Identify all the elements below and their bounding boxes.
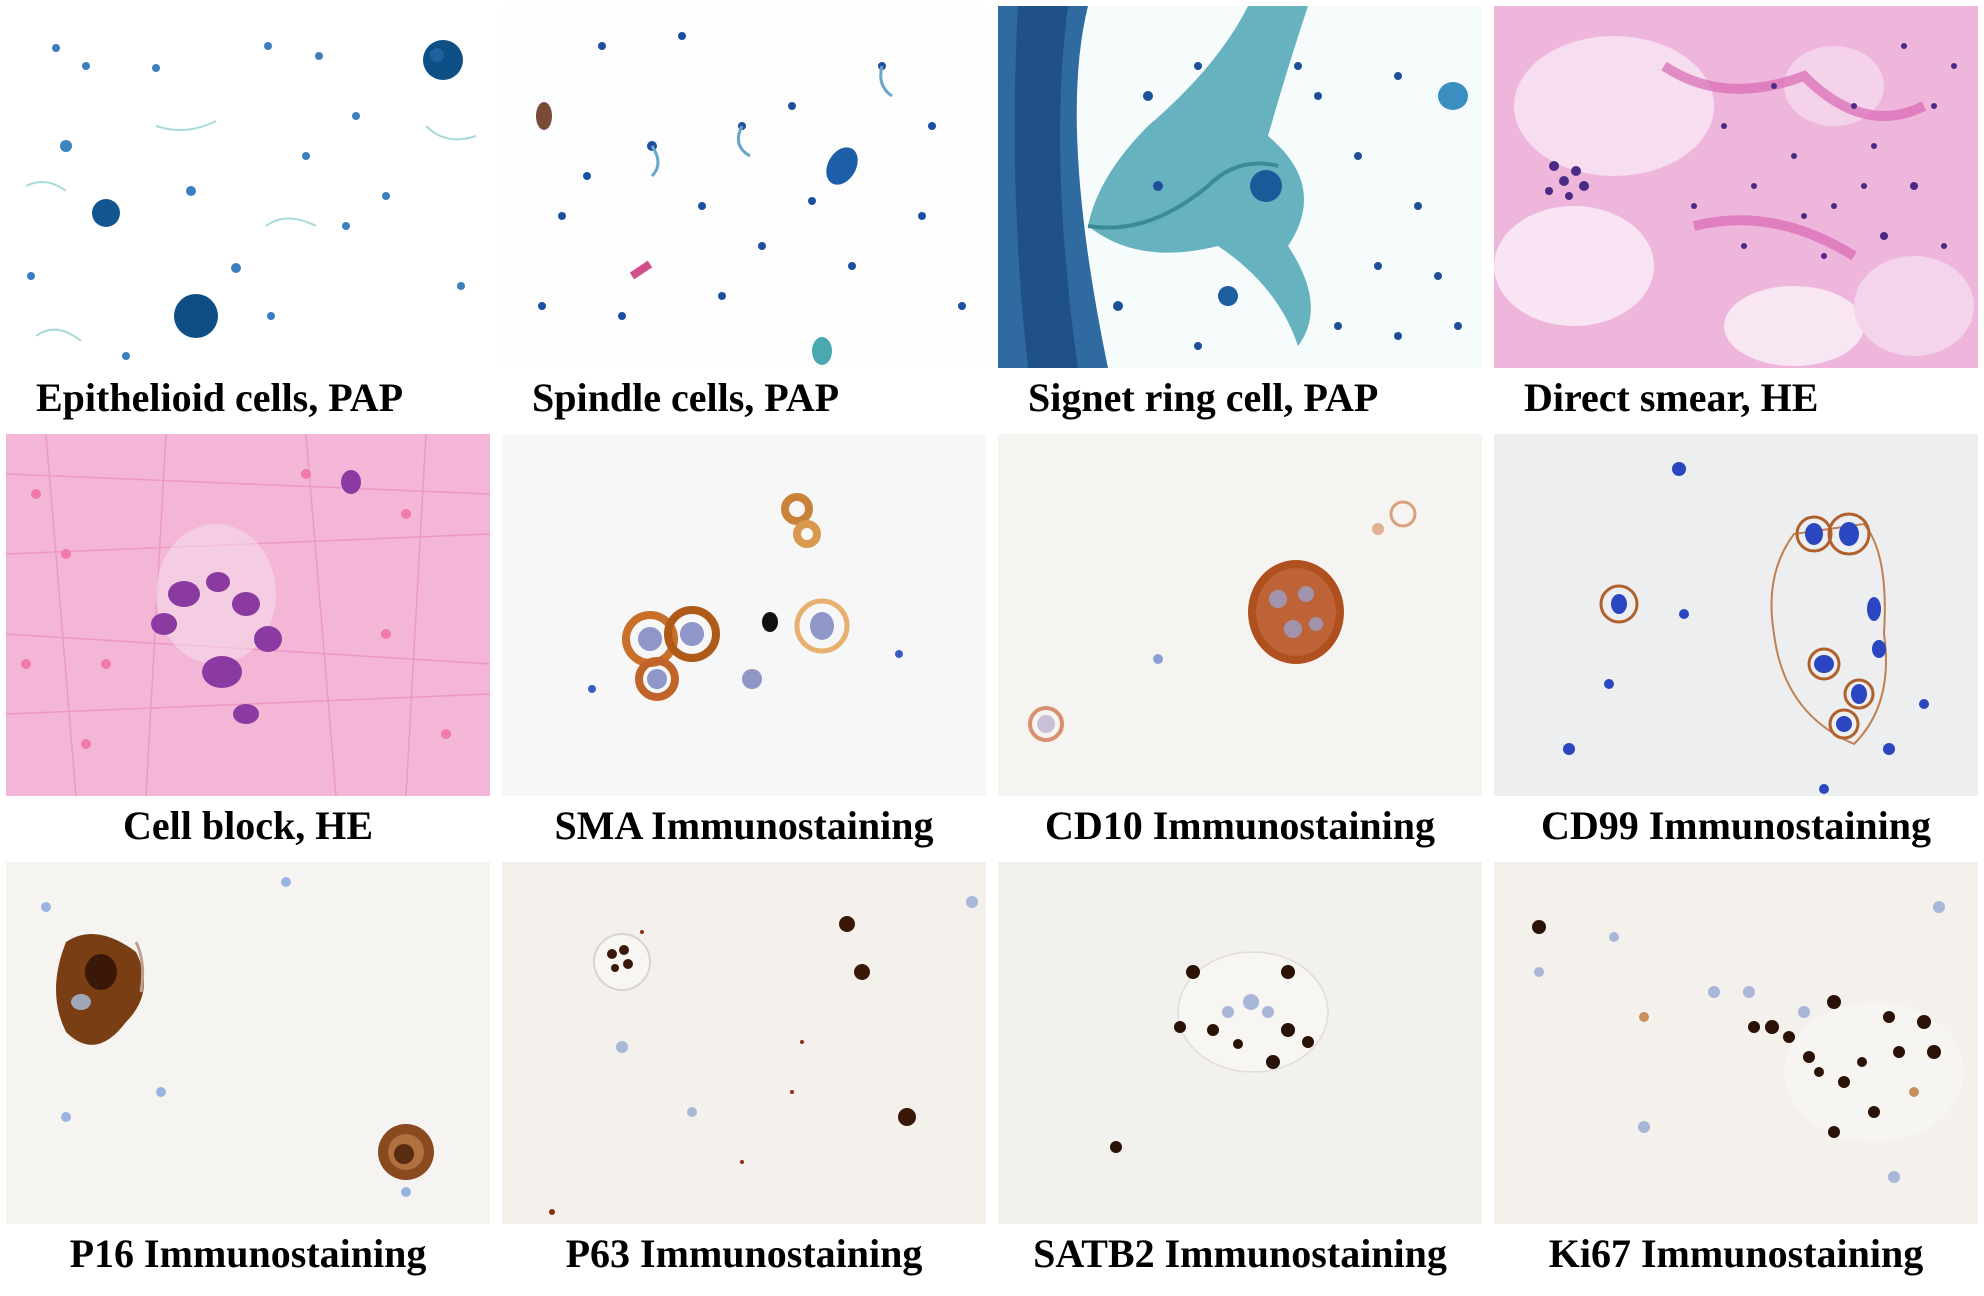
panel-satb2-ihc: SATB2 Immunostaining: [998, 862, 1482, 1290]
micrograph-cell-block: [6, 434, 490, 796]
panel-caption: Cell block, HE: [122, 803, 374, 848]
micrograph-spindle-image: [502, 6, 986, 368]
micrograph-satb2: [998, 862, 1482, 1224]
micrograph-epithelioid-image: [6, 6, 490, 368]
panel-spindle-pap: Spindle cells, PAP: [502, 6, 986, 434]
micrograph-sma-image: [502, 434, 986, 796]
micrograph-sma: [502, 434, 986, 796]
micrograph-cell-block-image: [6, 434, 490, 796]
panel-caption: CD99 Immunostaining: [1540, 803, 1932, 848]
panel-p63-ihc: P63 Immunostaining: [502, 862, 986, 1290]
micrograph-ki67-image: [1494, 862, 1978, 1224]
panel-p16-ihc: P16 Immunostaining: [6, 862, 490, 1290]
panel-caption: Direct smear, HE: [1524, 375, 1819, 420]
micrograph-p16-image: [6, 862, 490, 1224]
micrograph-spindle: [502, 6, 986, 368]
micrograph-epithelioid: [6, 6, 490, 368]
panel-ki67-ihc: Ki67 Immunostaining: [1494, 862, 1978, 1290]
micrograph-cd99: [1494, 434, 1978, 796]
panel-caption: Ki67 Immunostaining: [1548, 1231, 1924, 1276]
micrograph-p16: [6, 862, 490, 1224]
micrograph-cd10-image: [998, 434, 1482, 796]
panel-caption: P16 Immunostaining: [69, 1231, 427, 1276]
micrograph-direct-smear: [1494, 6, 1978, 368]
panel-caption: SATB2 Immunostaining: [1033, 1231, 1447, 1276]
micrograph-ki67: [1494, 862, 1978, 1224]
panel-direct-smear-he: Direct smear, HE: [1494, 6, 1978, 434]
panel-caption: Epithelioid cells, PAP: [36, 375, 404, 420]
micrograph-p63: [502, 862, 986, 1224]
panel-signet-ring-pap: Signet ring cell, PAP: [998, 6, 1482, 434]
micrograph-cd99-image: [1494, 434, 1978, 796]
panel-caption: Spindle cells, PAP: [532, 375, 840, 420]
panel-cd10-ihc: CD10 Immunostaining: [998, 434, 1482, 862]
figure-grid: Epithelioid cells, PAP Spin: [6, 6, 1978, 1290]
panel-caption: SMA Immunostaining: [554, 803, 934, 848]
panel-cell-block-he: Cell block, HE: [6, 434, 490, 862]
panel-caption: CD10 Immunostaining: [1044, 803, 1436, 848]
panel-sma-ihc: SMA Immunostaining: [502, 434, 986, 862]
micrograph-satb2-image: [998, 862, 1482, 1224]
micrograph-signet-ring-image: [998, 6, 1482, 368]
panel-caption: P63 Immunostaining: [565, 1231, 923, 1276]
panel-cd99-ihc: CD99 Immunostaining: [1494, 434, 1978, 862]
panel-caption: Signet ring cell, PAP: [1028, 375, 1379, 420]
micrograph-p63-image: [502, 862, 986, 1224]
micrograph-cd10: [998, 434, 1482, 796]
micrograph-direct-smear-image: [1494, 6, 1978, 368]
panel-epithelioid-pap: Epithelioid cells, PAP: [6, 6, 490, 434]
micrograph-signet-ring: [998, 6, 1482, 368]
